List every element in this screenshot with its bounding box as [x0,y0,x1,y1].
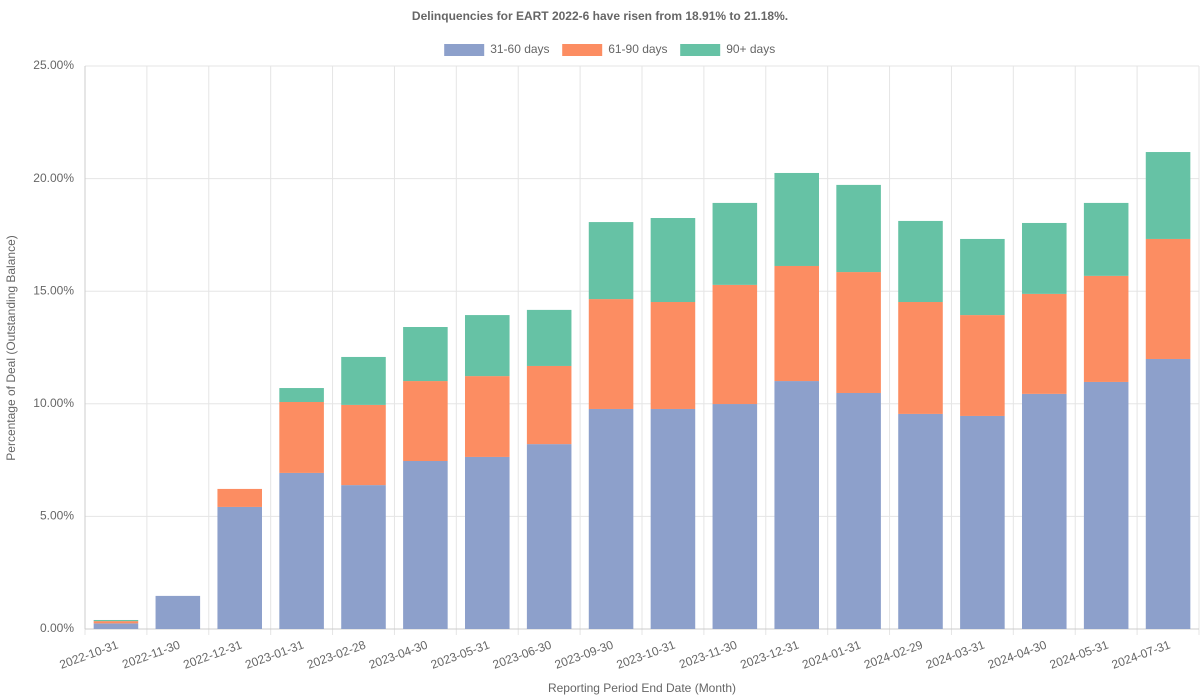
bar-segment [836,272,881,393]
bar-segment [526,444,572,629]
bar-segment [588,408,634,629]
bar-segment [650,408,696,629]
x-tick-label: 2024-05-31 [1048,638,1111,672]
bar-segment [93,621,139,624]
bar-segment [1145,238,1191,359]
x-tick-label: 2024-03-31 [924,638,987,672]
bar-segment [836,184,881,273]
bar-segment [1083,202,1129,276]
x-axis-title: Reporting Period End Date (Month) [548,681,736,695]
legend-swatch [444,44,485,56]
bar-segment [650,218,696,303]
bar-segment [217,506,263,629]
bar-segment [774,265,820,382]
bar-segment [464,376,510,457]
y-axis-title: Percentage of Deal (Outstanding Balance) [4,235,18,460]
bar-segment [155,595,201,629]
bar-segment [1145,152,1191,239]
bar-segment [464,315,510,377]
bar-segment [712,284,758,405]
x-tick-label: 2023-09-30 [553,638,616,672]
bar-segment [774,381,820,629]
x-tick-label: 2023-02-28 [305,638,368,672]
bar-segment [1083,381,1129,629]
bar-segment [774,172,820,266]
bar-segment [712,404,758,629]
bar-segment [650,302,696,409]
x-tick-label: 2023-12-31 [738,638,801,672]
legend-label: 31-60 days [490,42,549,56]
y-tick-label: 15.00% [33,283,74,297]
bar-segment [1021,222,1067,294]
legend-swatch [680,44,721,56]
x-tick-label: 2022-12-31 [181,638,244,672]
bar-segment [341,485,386,629]
y-tick-label: 0.00% [40,621,74,635]
y-tick-label: 25.00% [33,58,74,72]
legend-swatch [562,44,603,56]
x-tick-label: 2023-06-30 [491,638,554,672]
bar-segment [712,202,758,285]
bar-segment [526,309,572,366]
bar-segment [898,413,943,629]
x-tick-label: 2022-11-30 [120,638,182,672]
x-tick-label: 2024-04-30 [986,638,1049,672]
bar-segment [464,456,510,629]
bar-segment [960,415,1005,629]
bar-segment [588,299,634,409]
bar-segment [279,472,324,629]
bar-segment [1145,358,1191,629]
bar-segment [217,488,263,507]
x-tick-label: 2022-10-31 [58,638,121,672]
y-tick-label: 10.00% [33,396,74,410]
bar-segment [588,222,634,300]
bar-segment [526,365,572,445]
legend-label: 90+ days [726,42,775,56]
y-tick-label: 5.00% [40,509,74,523]
bar-segment [1083,275,1129,382]
bar-segment [279,388,324,402]
x-tick-label: 2023-10-31 [615,638,678,672]
legend-label: 61-90 days [608,42,667,56]
bar-segment [403,381,448,462]
bar-segment [960,315,1005,416]
bar-segment [279,401,324,473]
bar-segment [403,461,448,629]
x-tick-label: 2023-01-31 [243,638,306,672]
x-tick-label: 2023-04-30 [367,638,430,672]
bar-segment [960,238,1005,316]
x-tick-label: 2023-05-31 [429,638,492,672]
bar-segment [1021,393,1067,629]
x-tick-label: 2024-02-29 [862,638,925,672]
bar-segment [1021,293,1067,394]
chart-title: Delinquencies for EART 2022-6 have risen… [412,9,788,23]
x-tick-label: 2024-01-31 [800,638,863,672]
bar-segment [93,619,139,622]
bar-segment [341,356,386,405]
y-tick-label: 20.00% [33,171,74,185]
bar-segment [93,623,139,629]
bar-segment [836,392,881,629]
bar-segment [403,327,448,382]
x-tick-label: 2023-11-30 [677,638,739,672]
bar-segment [898,220,943,303]
bar-segment [341,404,386,486]
x-tick-label: 2024-07-31 [1110,638,1173,672]
bar-segment [898,302,943,414]
